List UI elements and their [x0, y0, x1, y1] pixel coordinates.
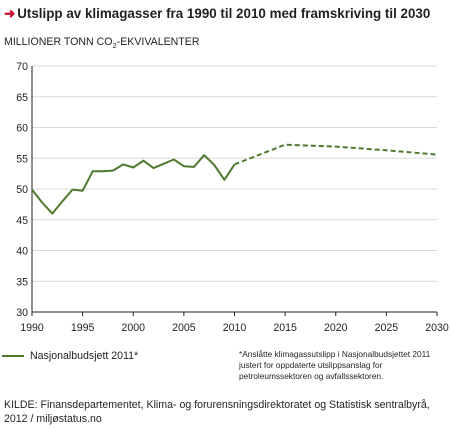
y-tick-label: 35 [16, 276, 28, 288]
arrow-icon: ➜ [4, 6, 16, 21]
x-tick-label: 2015 [273, 322, 297, 334]
x-tick-label: 2000 [121, 322, 145, 334]
x-tick-label: 2025 [375, 322, 399, 334]
y-tick-label: 45 [16, 215, 28, 227]
y-tick-label: 65 [16, 92, 28, 104]
source-note: KILDE: Finansdepartementet, Klima- og fo… [4, 399, 430, 425]
y-axis-label-main: MILLIONER TONN CO [4, 36, 113, 48]
y-axis-label: MILLIONER TONN CO2-EKVIVALENTER [4, 36, 200, 50]
y-axis-label-tail: -EKVIVALENTER [116, 36, 200, 48]
footnote: *Anslåtte klimagassutslipp i Nasjonalbud… [239, 349, 431, 381]
legend-swatch [2, 355, 24, 357]
y-tick-label: 70 [16, 61, 28, 73]
y-axis-label-subscript: 2 [112, 41, 117, 51]
legend: Nasjonalbudsjett 2011* [2, 350, 138, 362]
x-tick-label: 1990 [20, 322, 44, 334]
y-tick-label: 60 [16, 123, 28, 135]
y-tick-label: 50 [16, 184, 28, 196]
x-tick-label: 1995 [71, 322, 95, 334]
x-tick-label: 2010 [223, 322, 247, 334]
chart-title: ➜ Utslipp av klimagasser fra 1990 til 201… [4, 6, 430, 22]
x-tick-label: 2020 [324, 322, 348, 334]
projection-line [234, 143, 438, 166]
legend-label: Nasjonalbudsjett 2011* [30, 350, 139, 362]
y-tick-label: 40 [16, 246, 28, 258]
x-tick-label: 2030 [425, 322, 449, 334]
x-tick-label: 2005 [172, 322, 196, 334]
y-tick-label: 55 [16, 153, 28, 165]
chart-title-text: Utslipp av klimagasser fra 1990 til 2010… [17, 6, 431, 21]
y-tick-label: 30 [16, 307, 28, 319]
historical-line [31, 154, 236, 215]
